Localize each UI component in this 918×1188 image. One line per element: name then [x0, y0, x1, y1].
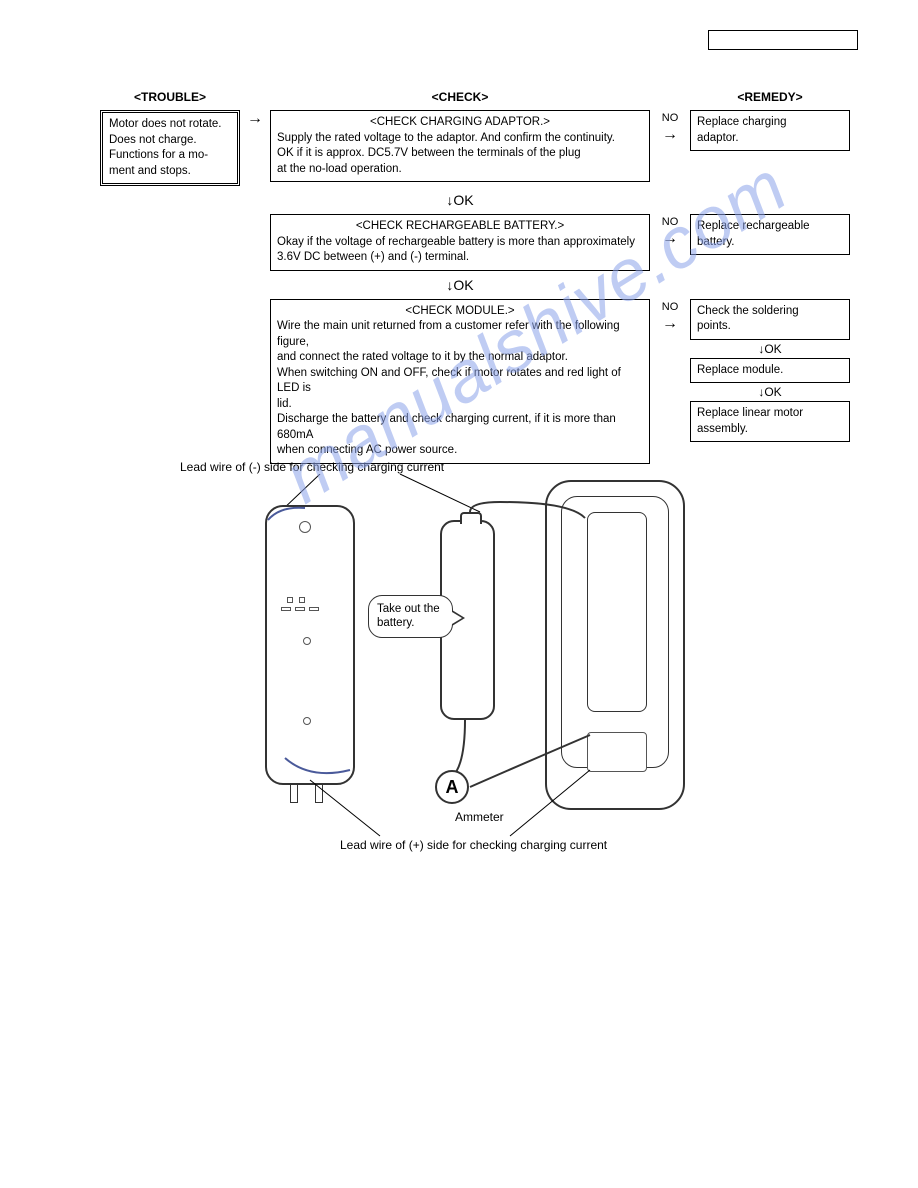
remedy-soldering-box: Check the soldering points. [690, 299, 850, 340]
check-text: When switching ON and OFF, check if moto… [277, 366, 643, 397]
check-title: <CHECK MODULE.> [277, 304, 643, 320]
leader-line-bottom [280, 760, 620, 840]
check-text: Wire the main unit returned from a custo… [277, 319, 643, 350]
remedy-text: assembly. [697, 422, 843, 438]
remedy-text: points. [697, 319, 843, 335]
arrow-right-icon: → [662, 126, 678, 144]
trouble-text: Motor does not rotate. [109, 117, 231, 133]
lead-wire-plus-label: Lead wire of (+) side for checking charg… [340, 838, 607, 852]
trouble-text: Functions for a mo- [109, 148, 231, 164]
no-label: NO [662, 112, 679, 124]
ok-arrow-row-2: ↓OK [100, 277, 860, 293]
header-row: <TROUBLE> <CHECK> <REMEDY> [100, 90, 860, 106]
no-label: NO [662, 216, 679, 228]
remedy-battery-box: Replace rechargeable battery. [690, 214, 850, 255]
trouble-text: ment and stops. [109, 164, 231, 180]
remedy-motor-box: Replace linear motor assembly. [690, 401, 850, 442]
check-module-box: <CHECK MODULE.> Wire the main unit retur… [270, 299, 650, 464]
main-content: <TROUBLE> <CHECK> <REMEDY> Motor does no… [100, 90, 860, 468]
flow-row-2: <CHECK RECHARGEABLE BATTERY.> Okay if th… [100, 214, 860, 271]
arrow-right-icon: → [247, 110, 263, 128]
wire-top-right [460, 500, 610, 540]
lead-wire-minus-label: Lead wire of (-) side for checking charg… [180, 460, 444, 474]
remedy-adaptor-box: Replace charging adaptor. [690, 110, 850, 151]
remedy-module-box: Replace module. [690, 358, 850, 384]
arrow-down-ok-small: ↓OK [690, 342, 850, 356]
arrow-down-ok: ↓OK [270, 277, 650, 293]
arrow-right-icon: → [662, 315, 678, 333]
check-text: Okay if the voltage of rechargeable batt… [277, 235, 643, 251]
check-text: Discharge the battery and check charging… [277, 412, 643, 443]
check-battery-box: <CHECK RECHARGEABLE BATTERY.> Okay if th… [270, 214, 650, 271]
callout-bubble: Take out the battery. [368, 595, 453, 638]
check-text: OK if it is approx. DC5.7V between the t… [277, 146, 643, 162]
remedy-text: Replace charging [697, 115, 843, 131]
no-label: NO [662, 301, 679, 313]
arrow-down-ok-small: ↓OK [690, 385, 850, 399]
ok-arrow-row-1: ↓OK [100, 192, 860, 208]
trouble-header: <TROUBLE> [100, 90, 240, 104]
page-number-frame [708, 30, 858, 50]
remedy-text: Replace module. [697, 363, 843, 379]
remedy-header: <REMEDY> [690, 90, 850, 104]
flow-row-3: <CHECK MODULE.> Wire the main unit retur… [100, 299, 860, 464]
check-text: 3.6V DC between (+) and (-) terminal. [277, 250, 643, 266]
remedy-text: Replace rechargeable [697, 219, 843, 235]
check-title: <CHECK CHARGING ADAPTOR.> [277, 115, 643, 131]
flow-row-1: Motor does not rotate. Does not charge. … [100, 110, 860, 186]
check-header: <CHECK> [270, 90, 650, 104]
remedy-text: battery. [697, 235, 843, 251]
check-text: at the no-load operation. [277, 162, 643, 178]
check-text: and connect the rated voltage to it by t… [277, 350, 643, 366]
arrow-right-icon: → [662, 230, 678, 248]
check-title: <CHECK RECHARGEABLE BATTERY.> [277, 219, 643, 235]
remedy-text: Check the soldering [697, 304, 843, 320]
callout-text: Take out the battery. [377, 603, 440, 629]
wiring-diagram: Lead wire of (-) side for checking charg… [100, 460, 860, 880]
check-adaptor-box: <CHECK CHARGING ADAPTOR.> Supply the rat… [270, 110, 650, 182]
remedy-text: adaptor. [697, 131, 843, 147]
check-text: Supply the rated voltage to the adaptor.… [277, 131, 643, 147]
remedy-text: Replace linear motor [697, 406, 843, 422]
trouble-box: Motor does not rotate. Does not charge. … [100, 110, 240, 186]
check-text: when connecting AC power source. [277, 443, 643, 459]
arrow-down-ok: ↓OK [270, 192, 650, 208]
check-text: lid. [277, 397, 643, 413]
trouble-text: Does not charge. [109, 133, 231, 149]
